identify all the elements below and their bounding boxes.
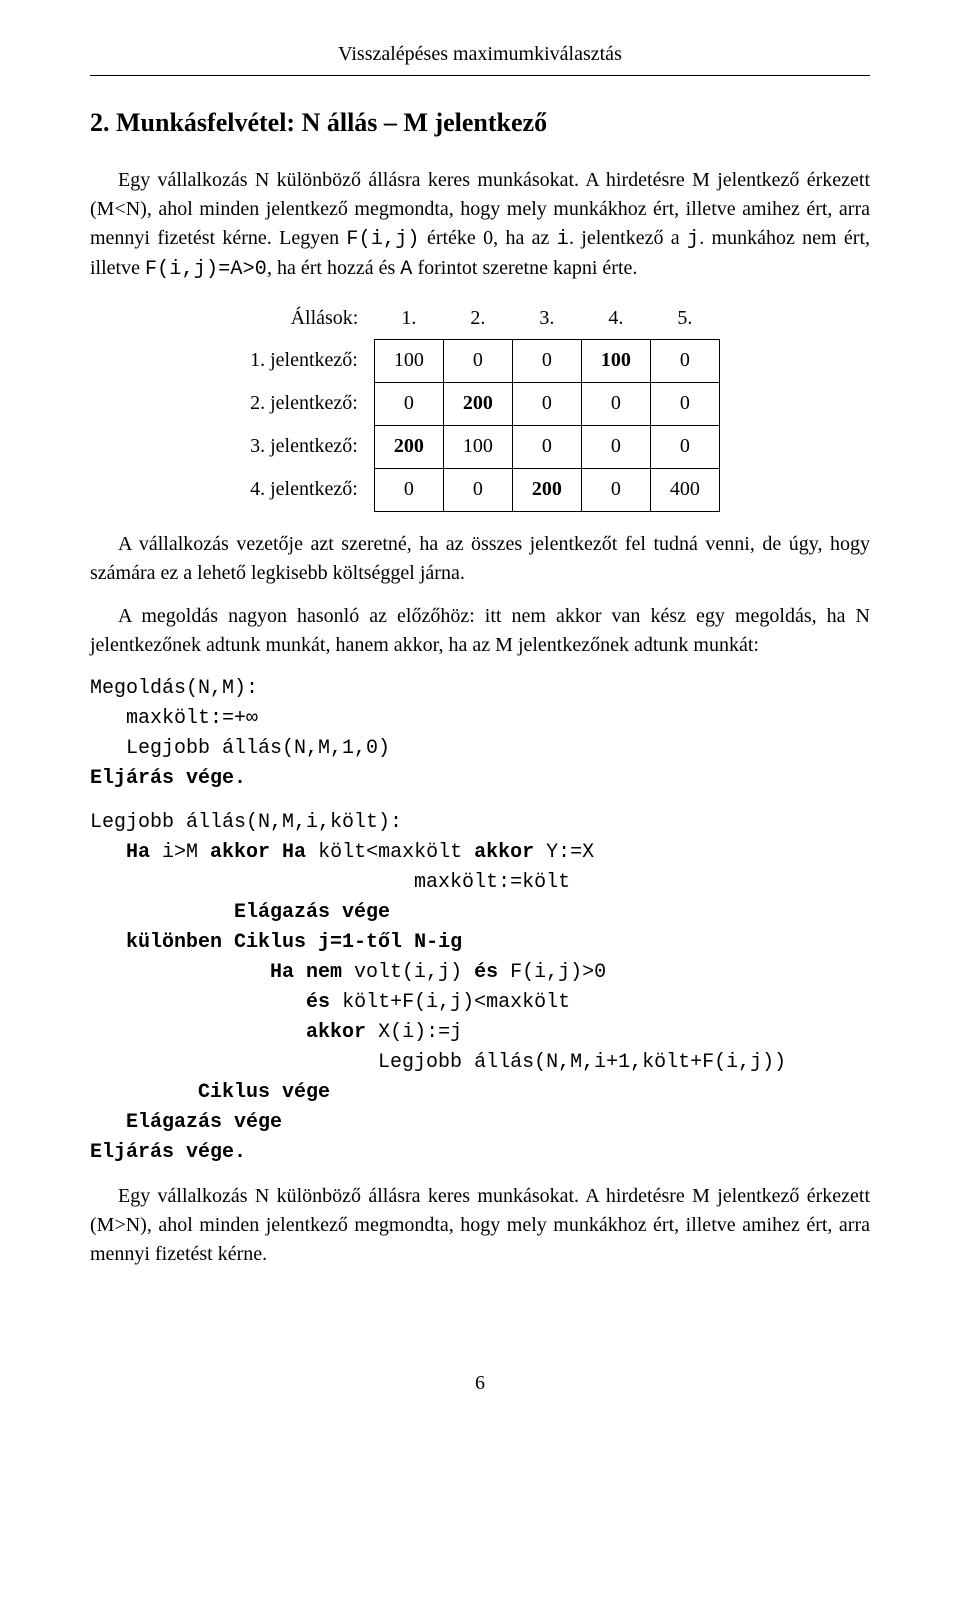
- table-row-label: 4. jelentkező:: [240, 468, 374, 511]
- table-cell: 100: [443, 425, 512, 468]
- paragraph-solution-intro: A megoldás nagyon hasonló az előzőhöz: i…: [90, 602, 870, 660]
- paragraph-variant: Egy vállalkozás N különböző állásra kere…: [90, 1182, 870, 1269]
- table-cell: 0: [512, 425, 581, 468]
- table-cell: 200: [512, 468, 581, 511]
- code-block-megoldas: Megoldás(N,M): maxkölt:=+∞ Legjobb állás…: [90, 674, 870, 794]
- table-cell: 100: [581, 339, 650, 382]
- table-cell: 400: [650, 468, 719, 511]
- table-row: 4. jelentkező:002000400: [240, 468, 719, 511]
- table-header-label: Állások:: [240, 298, 374, 340]
- table-col-4: 4.: [581, 298, 650, 340]
- table-cell: 100: [374, 339, 443, 382]
- text: forintot szeretne kapni érte.: [412, 257, 637, 279]
- table-col-5: 5.: [650, 298, 719, 340]
- code-inline: i: [557, 228, 569, 251]
- table-col-1: 1.: [374, 298, 443, 340]
- code-inline: A: [400, 258, 412, 281]
- section-title: 2. Munkásfelvétel: N állás – M jelentkez…: [90, 104, 870, 142]
- table-cell: 0: [374, 468, 443, 511]
- table-cell: 0: [650, 425, 719, 468]
- table-row: 3. jelentkező:200100000: [240, 425, 719, 468]
- table-cell: 0: [443, 339, 512, 382]
- text: . jelentkező a: [569, 227, 687, 249]
- code-inline: F(i,j): [346, 228, 419, 251]
- paragraph-goal: A vállalkozás vezetője azt szeretné, ha …: [90, 530, 870, 588]
- table-cell: 0: [512, 339, 581, 382]
- table-cell: 0: [581, 425, 650, 468]
- table-cell: 200: [443, 382, 512, 425]
- jobs-table: Állások:1.2.3.4.5.1. jelentkező:10000100…: [240, 298, 720, 512]
- table-row-label: 2. jelentkező:: [240, 382, 374, 425]
- running-head: Visszalépéses maximumkiválasztás: [90, 40, 870, 76]
- jobs-table-wrap: Állások:1.2.3.4.5.1. jelentkező:10000100…: [240, 298, 720, 512]
- table-cell: 200: [374, 425, 443, 468]
- table-cell: 0: [650, 382, 719, 425]
- code-inline: j: [687, 228, 699, 251]
- table-cell: 0: [443, 468, 512, 511]
- page-number: 6: [90, 1369, 870, 1398]
- code-inline: F(i,j)=A>0: [145, 258, 267, 281]
- table-cell: 0: [512, 382, 581, 425]
- paragraph-intro: Egy vállalkozás N különböző állásra kere…: [90, 166, 870, 284]
- table-cell: 0: [374, 382, 443, 425]
- table-row: 1. jelentkező:100001000: [240, 339, 719, 382]
- table-row-label: 3. jelentkező:: [240, 425, 374, 468]
- page: Visszalépéses maximumkiválasztás 2. Munk…: [0, 0, 960, 1458]
- table-cell: 0: [581, 382, 650, 425]
- text: értéke 0, ha az: [420, 227, 557, 249]
- table-row-label: 1. jelentkező:: [240, 339, 374, 382]
- code-block-legjobb-allas: Legjobb állás(N,M,i,költ): Ha i>M akkor …: [90, 808, 870, 1168]
- text: , ha ért hozzá és: [267, 257, 400, 279]
- table-col-2: 2.: [443, 298, 512, 340]
- table-cell: 0: [650, 339, 719, 382]
- table-cell: 0: [581, 468, 650, 511]
- table-col-3: 3.: [512, 298, 581, 340]
- table-row: 2. jelentkező:0200000: [240, 382, 719, 425]
